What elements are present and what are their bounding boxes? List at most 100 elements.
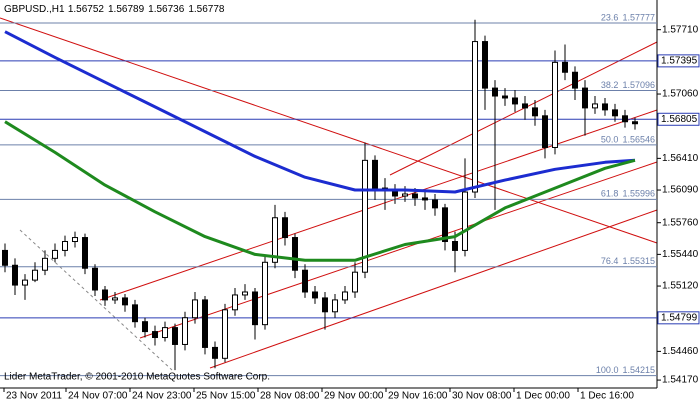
candle-body bbox=[62, 241, 68, 251]
candle-body bbox=[92, 267, 98, 291]
x-tick-label: 1 Dec 16:00 bbox=[580, 391, 634, 402]
candle-body bbox=[282, 217, 288, 239]
y-tick-label: 1.56090 bbox=[662, 185, 699, 196]
candle-body bbox=[502, 95, 508, 99]
candle-body bbox=[152, 331, 158, 339]
fib-ratio: 38.2 bbox=[601, 80, 619, 90]
candle-body bbox=[372, 159, 378, 189]
x-tick-label: 29 Nov 16:00 bbox=[388, 391, 448, 402]
candle-body bbox=[402, 193, 408, 197]
chart-header: GBPUSD.,H1 1.56752 1.56789 1.56736 1.56778 bbox=[4, 4, 225, 15]
y-tick-label: 1.57060 bbox=[662, 89, 699, 100]
candle-body bbox=[172, 327, 178, 345]
y-tick-label: 1.55760 bbox=[662, 217, 699, 228]
x-tick-label: 23 Nov 2011 bbox=[6, 391, 62, 402]
candle-body bbox=[342, 291, 348, 301]
candle-body bbox=[512, 97, 518, 105]
candle-body bbox=[632, 121, 638, 125]
x-tick-label: 28 Nov 08:00 bbox=[260, 391, 320, 402]
candle-body bbox=[302, 269, 308, 293]
candle-body bbox=[162, 327, 168, 339]
price-label: 1.57395 bbox=[661, 56, 698, 67]
candle-body bbox=[52, 249, 58, 259]
y-tick-label: 1.54460 bbox=[662, 346, 699, 357]
candle-body bbox=[142, 321, 148, 333]
candle-body bbox=[352, 271, 358, 293]
candle-body bbox=[232, 294, 238, 311]
price-label-box bbox=[657, 311, 700, 325]
x-tick-label: 25 Nov 15:00 bbox=[196, 391, 256, 402]
y-tick-label: 1.54170 bbox=[662, 375, 699, 386]
candle-body bbox=[422, 197, 428, 201]
fib-base-line bbox=[19, 229, 173, 371]
x-tick-label: 24 Nov 07:00 bbox=[68, 391, 128, 402]
candle-body bbox=[462, 191, 468, 251]
candle-body bbox=[492, 87, 498, 97]
candle-body bbox=[292, 237, 298, 271]
moving-average bbox=[4, 120, 636, 262]
x-tick-label: 30 Nov 08:00 bbox=[452, 391, 512, 402]
fib-price: 1.55315 bbox=[622, 256, 655, 266]
fib-ratio: 76.4 bbox=[601, 256, 619, 266]
candle-body bbox=[112, 297, 118, 301]
candle-body bbox=[472, 41, 478, 193]
candle-body bbox=[42, 257, 48, 271]
moving-average bbox=[4, 30, 636, 194]
candle-body bbox=[522, 103, 528, 109]
fib-price: 1.57096 bbox=[622, 80, 655, 90]
candle-body bbox=[552, 61, 558, 148]
candle-body bbox=[592, 103, 598, 109]
candle-body bbox=[602, 103, 608, 111]
candle-body bbox=[322, 297, 328, 313]
candle-body bbox=[72, 237, 78, 243]
candle-body bbox=[582, 87, 588, 109]
fib-price: 1.55996 bbox=[622, 189, 655, 199]
candle-body bbox=[412, 193, 418, 199]
header-open: 1.56752 bbox=[68, 4, 105, 15]
candle-body bbox=[482, 41, 488, 89]
candle-body bbox=[332, 299, 338, 313]
trend-line bbox=[99, 109, 658, 301]
candle-body bbox=[192, 299, 198, 319]
candle-body bbox=[82, 237, 88, 269]
candle-body bbox=[622, 115, 628, 123]
candle-body bbox=[132, 304, 138, 323]
header-low: 1.56736 bbox=[148, 4, 185, 15]
symbol: GBPUSD.,H1 bbox=[4, 4, 65, 15]
x-tick-label: 29 Nov 00:00 bbox=[324, 391, 384, 402]
candle-body bbox=[122, 297, 128, 306]
x-tick-label: 24 Nov 23:00 bbox=[132, 391, 192, 402]
candle-body bbox=[262, 261, 268, 326]
candle-body bbox=[542, 115, 548, 148]
trend-line bbox=[209, 209, 658, 369]
fib-ratio: 50.0 bbox=[601, 134, 619, 144]
y-tick-label: 1.57710 bbox=[662, 24, 699, 35]
candle-body bbox=[22, 279, 28, 286]
candle-body bbox=[442, 207, 448, 243]
candle-body bbox=[102, 289, 108, 301]
y-tick-label: 1.55440 bbox=[662, 249, 699, 260]
candle-body bbox=[562, 61, 568, 73]
drawn-objects bbox=[0, 17, 658, 371]
candle-body bbox=[252, 291, 258, 326]
price-label: 1.56805 bbox=[661, 114, 698, 125]
trend-line bbox=[0, 17, 658, 244]
candle-body bbox=[32, 269, 38, 281]
y-tick-label: 1.56410 bbox=[662, 153, 699, 164]
y-tick-label: 1.55120 bbox=[662, 281, 699, 292]
fib-price: 1.57777 bbox=[622, 12, 655, 22]
candle-body bbox=[182, 317, 188, 345]
candle-body bbox=[452, 241, 458, 251]
candle-body bbox=[272, 217, 278, 263]
candle-body bbox=[532, 107, 538, 117]
candle-body bbox=[612, 109, 618, 117]
fib-ratio: 23.6 bbox=[601, 12, 619, 22]
x-tick-label: 1 Dec 00:00 bbox=[516, 391, 570, 402]
candle-body bbox=[222, 309, 228, 359]
price-label: 1.54799 bbox=[661, 312, 698, 323]
candle-body bbox=[362, 159, 368, 273]
candle-body bbox=[242, 291, 248, 296]
